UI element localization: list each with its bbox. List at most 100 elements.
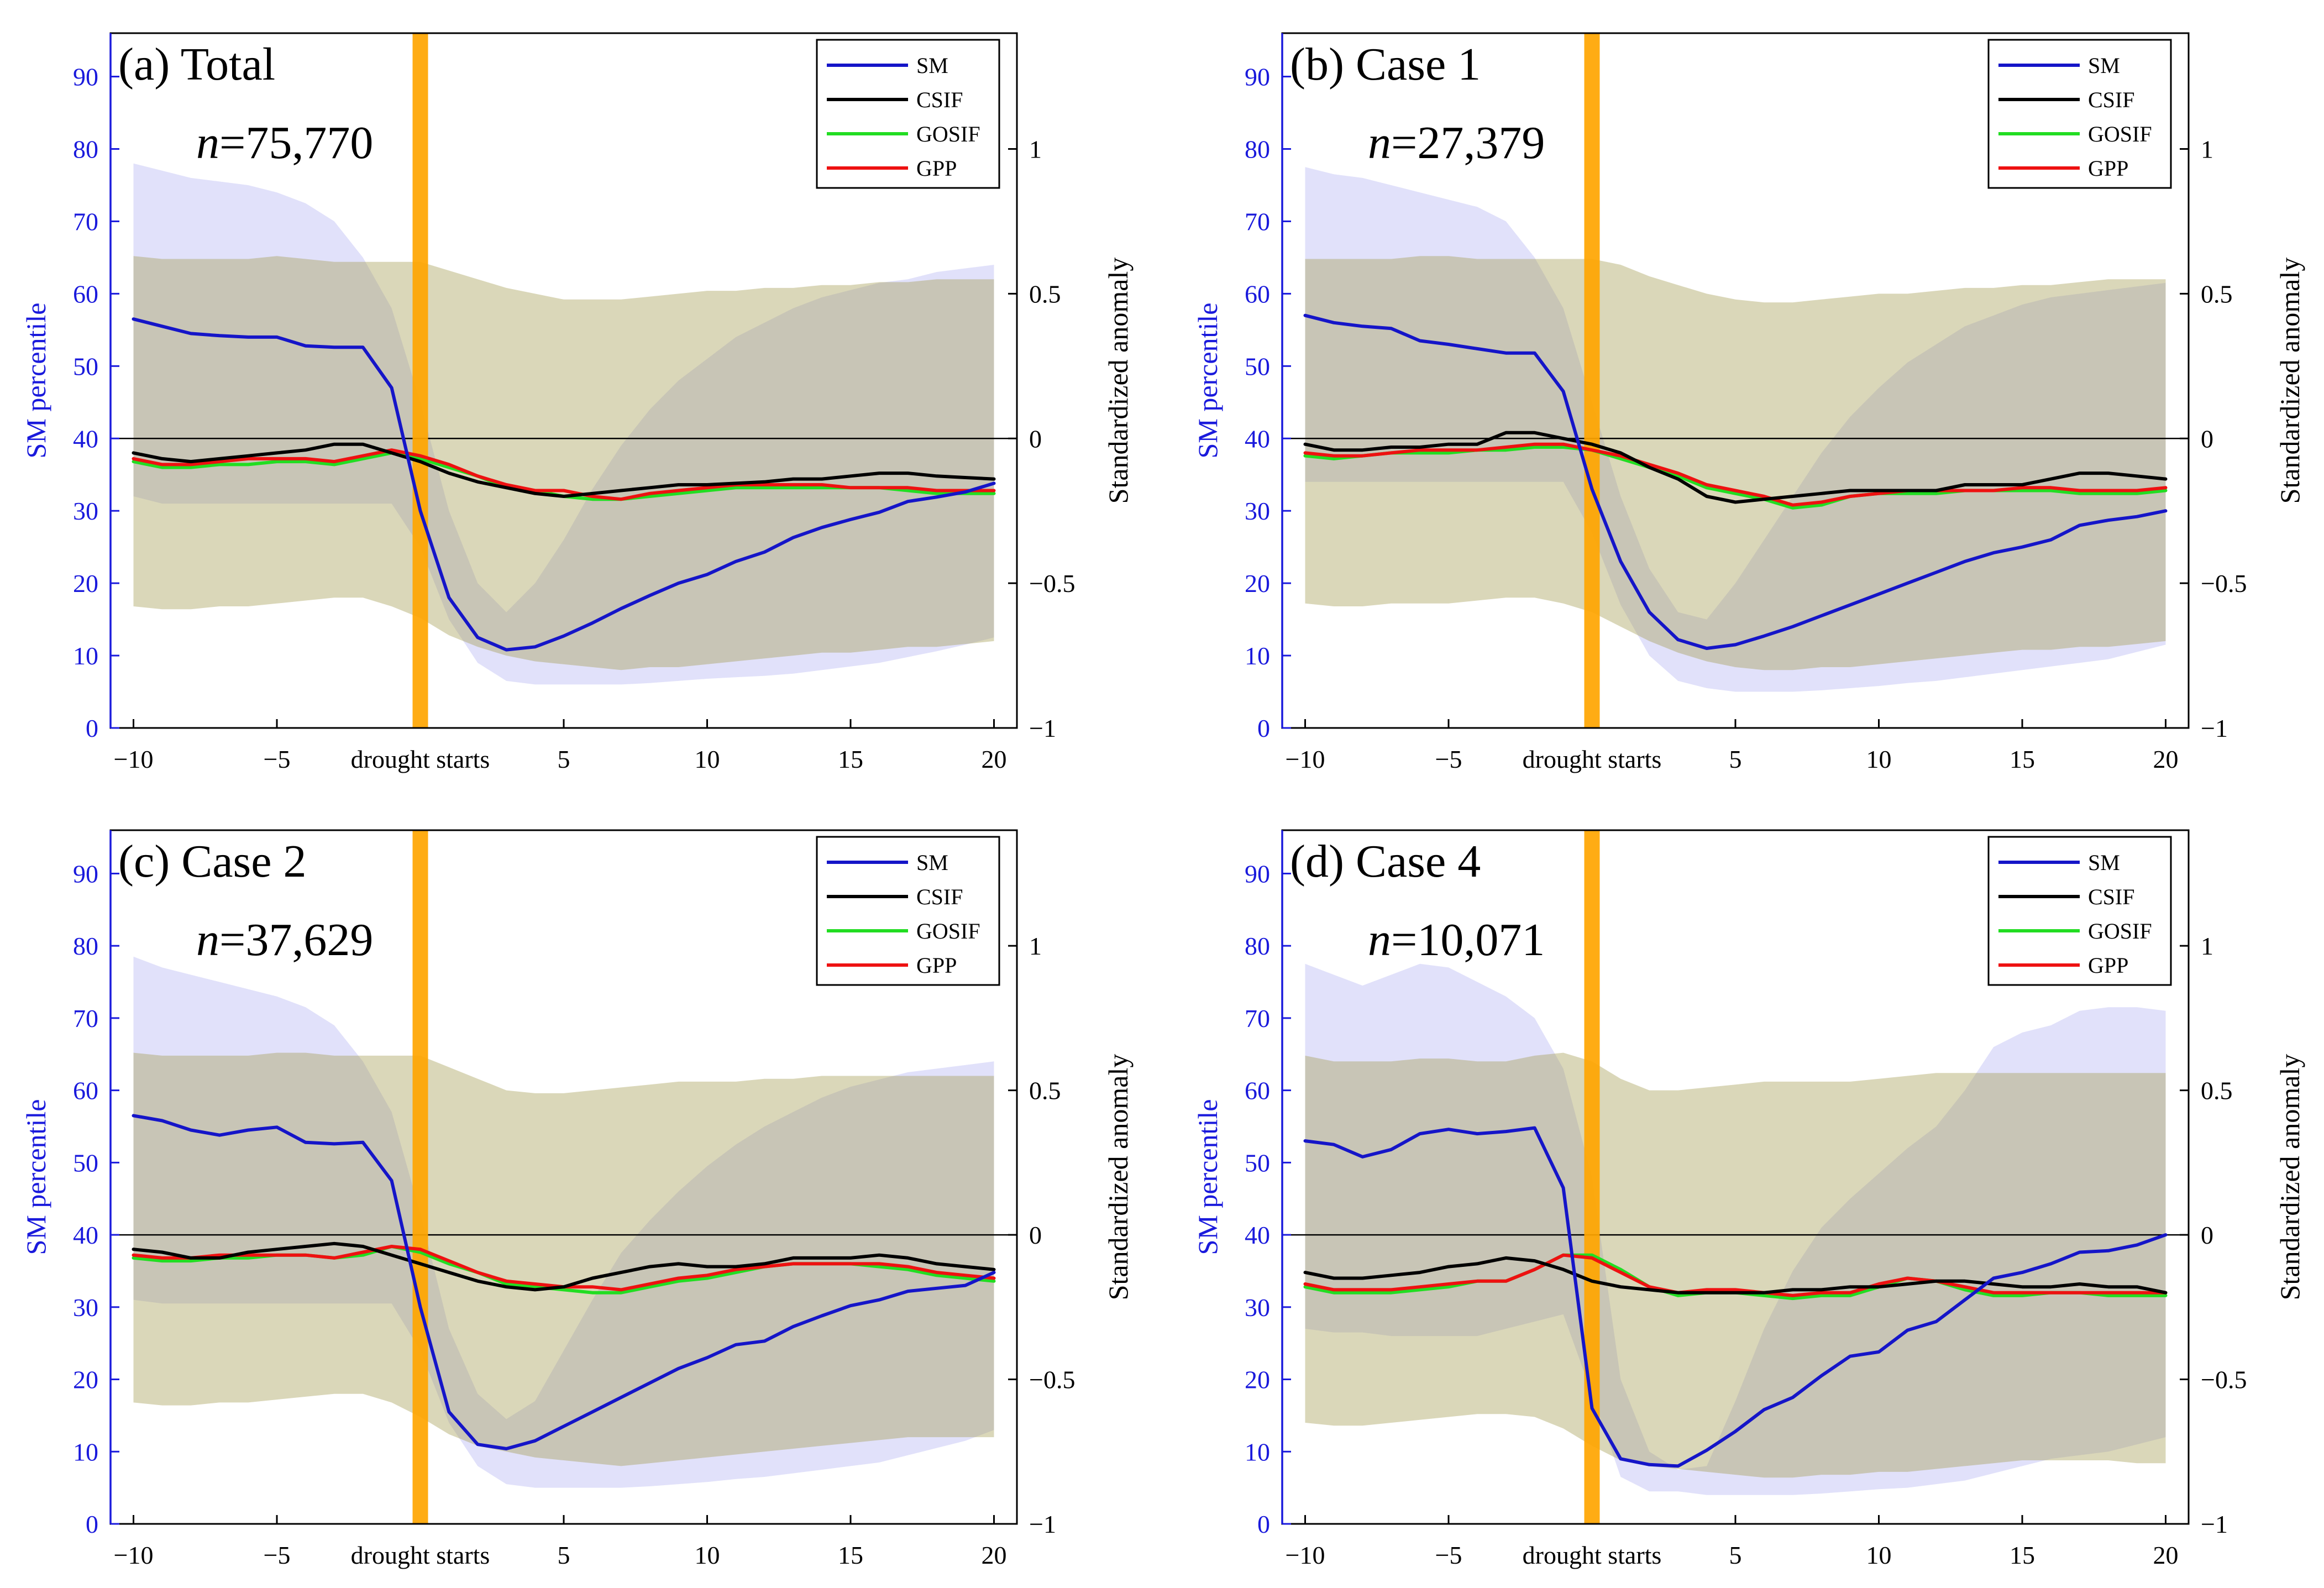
right-tick-label: −0.5 bbox=[2201, 569, 2247, 598]
legend-label-gpp: GPP bbox=[2088, 156, 2128, 181]
right-tick-label: 1 bbox=[2201, 135, 2213, 164]
series-line-sm bbox=[132, 1114, 996, 1450]
legend-label-sm: SM bbox=[916, 53, 948, 78]
left-tick-label: 50 bbox=[73, 1149, 98, 1177]
left-tick-label: 90 bbox=[1245, 859, 1270, 888]
left-tick-label: 60 bbox=[1245, 1077, 1270, 1105]
right-tick-label: 0.5 bbox=[1029, 280, 1061, 308]
series-line-gpp bbox=[1303, 442, 2168, 507]
y-axis-label-right: Standardized anomaly bbox=[2274, 1054, 2305, 1301]
right-tick-label: −0.5 bbox=[2201, 1366, 2247, 1394]
left-tick-label: 20 bbox=[1245, 1366, 1270, 1394]
n-annotation: n=27,379 bbox=[1368, 117, 1545, 169]
legend-label-csif: CSIF bbox=[2088, 87, 2135, 112]
legend-label-gpp: GPP bbox=[916, 156, 957, 181]
x-tick-label: −10 bbox=[114, 745, 154, 773]
left-tick-label: 70 bbox=[73, 207, 98, 235]
left-tick-label: 80 bbox=[73, 135, 98, 164]
left-tick-label: 20 bbox=[1245, 569, 1270, 598]
left-tick-label: 50 bbox=[1245, 352, 1270, 380]
n-value: =27,379 bbox=[1391, 117, 1545, 169]
legend-label-sm: SM bbox=[2088, 53, 2120, 78]
right-tick-label: −1 bbox=[2201, 714, 2228, 742]
plot-area bbox=[111, 830, 1017, 1524]
series-line-sm bbox=[1303, 313, 2168, 650]
left-tick-label: 70 bbox=[73, 1004, 98, 1033]
panel-b: 0 10 20 30 40 50 60 70 80 90 −1 −0.5 0 0.5 1 −10 −5 5 10 15… bbox=[1192, 32, 2305, 773]
band-sm-range bbox=[133, 163, 994, 685]
left-tick-label: 60 bbox=[1245, 280, 1270, 308]
x-tick-label: 15 bbox=[838, 745, 863, 773]
right-tick-label: 1 bbox=[1029, 135, 1042, 164]
x-tick-label: 15 bbox=[838, 1541, 863, 1569]
panel-title: (c) Case 2 bbox=[118, 836, 307, 887]
y-axis-label-left: SM percentile bbox=[20, 303, 51, 459]
legend-box bbox=[1987, 836, 2172, 986]
x-tick-label: −10 bbox=[114, 1541, 154, 1569]
series-line-csif bbox=[132, 1241, 996, 1292]
x-tick-label: 10 bbox=[694, 745, 720, 773]
left-tick-label: 80 bbox=[1245, 932, 1270, 960]
x-tick-label: −10 bbox=[1286, 745, 1325, 773]
series-line-csif bbox=[132, 442, 996, 498]
n-symbol: n bbox=[196, 117, 219, 169]
n-annotation: n=10,071 bbox=[1368, 914, 1545, 966]
x-tick-label: 5 bbox=[1729, 745, 1742, 773]
right-tick-label: −1 bbox=[1029, 714, 1056, 742]
drought-start-bar bbox=[412, 830, 428, 1524]
band-sm-range bbox=[133, 956, 994, 1488]
x-tick-label: 15 bbox=[2010, 745, 2035, 773]
panel-title: (a) Total bbox=[118, 39, 275, 90]
event-label: drought starts bbox=[351, 745, 490, 773]
legend-label-gosif: GOSIF bbox=[916, 122, 980, 146]
n-value: =10,071 bbox=[1391, 914, 1545, 966]
legend-box bbox=[1987, 39, 2172, 189]
x-tick-label: −5 bbox=[264, 745, 291, 773]
right-tick-label: −1 bbox=[1029, 1510, 1056, 1538]
series-line-gpp bbox=[132, 448, 996, 501]
x-tick-label: −5 bbox=[1435, 1541, 1462, 1569]
x-tick-label: 5 bbox=[558, 745, 570, 773]
left-tick-label: 30 bbox=[1245, 497, 1270, 525]
n-value: =37,629 bbox=[219, 914, 373, 966]
x-tick-label: −5 bbox=[264, 1541, 291, 1569]
panel-title: (d) Case 4 bbox=[1290, 836, 1481, 887]
left-tick-label: 10 bbox=[73, 642, 98, 670]
legend-label-gpp: GPP bbox=[2088, 953, 2128, 978]
left-tick-label: 30 bbox=[1245, 1293, 1270, 1322]
legend-box bbox=[816, 39, 1000, 189]
right-tick-label: 0 bbox=[2201, 424, 2213, 453]
plot-area bbox=[1282, 830, 2189, 1524]
y-axis-label-left: SM percentile bbox=[1192, 303, 1223, 459]
legend-label-gosif: GOSIF bbox=[2088, 919, 2152, 944]
y-axis-label-right: Standardized anomaly bbox=[2274, 258, 2305, 504]
series-line-csif bbox=[1303, 1256, 2168, 1294]
left-tick-label: 60 bbox=[73, 280, 98, 308]
left-tick-label: 30 bbox=[73, 497, 98, 525]
right-tick-label: −1 bbox=[2201, 1510, 2228, 1538]
band-sm-range bbox=[1305, 963, 2166, 1495]
left-tick-label: 10 bbox=[73, 1438, 98, 1466]
series-line-gpp bbox=[1303, 1253, 2168, 1297]
legend-label-csif: CSIF bbox=[916, 884, 963, 909]
legend-label-gosif: GOSIF bbox=[2088, 122, 2152, 146]
right-tick-label: 0.5 bbox=[2201, 280, 2233, 308]
y-axis-label-left: SM percentile bbox=[20, 1099, 51, 1255]
x-tick-label: 20 bbox=[2153, 745, 2178, 773]
y-axis-label-left: SM percentile bbox=[1192, 1099, 1223, 1255]
left-tick-label: 40 bbox=[1245, 424, 1270, 453]
left-tick-label: 0 bbox=[86, 1510, 98, 1538]
event-label: drought starts bbox=[351, 1541, 490, 1569]
left-tick-label: 70 bbox=[1245, 1004, 1270, 1033]
band-sm-range bbox=[1305, 167, 2166, 692]
drought-start-bar bbox=[412, 33, 428, 728]
panel-title: (b) Case 1 bbox=[1290, 39, 1481, 90]
left-tick-label: 90 bbox=[73, 63, 98, 91]
left-tick-label: 40 bbox=[73, 1221, 98, 1249]
right-tick-label: −0.5 bbox=[1029, 569, 1075, 598]
panel-a: 0 10 20 30 40 50 60 70 80 90 −1 −0.5 0 0.5 1 −10 −5 5 10 15… bbox=[20, 32, 1134, 773]
left-tick-label: 0 bbox=[86, 714, 98, 742]
n-symbol: n bbox=[1368, 117, 1391, 169]
legend-label-csif: CSIF bbox=[916, 87, 963, 112]
right-tick-label: 0.5 bbox=[2201, 1077, 2233, 1105]
